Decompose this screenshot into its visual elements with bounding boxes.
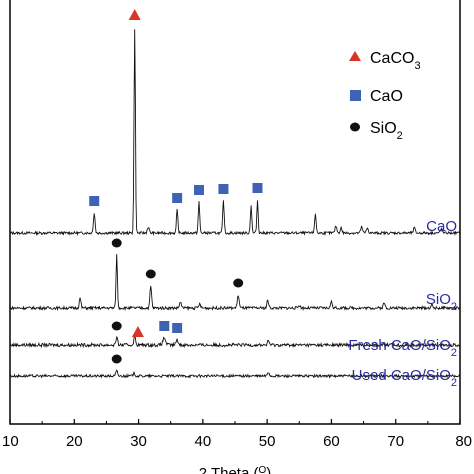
marker-1-2-circle-icon [233, 278, 244, 288]
legend: CaCO3 CaO SiO2 [349, 50, 421, 142]
series-label-3: Used CaO/SiO2 [352, 367, 457, 389]
legend-caco3-triangle-icon [349, 51, 361, 61]
marker-1-0-circle-icon [111, 238, 122, 248]
series-label-0: CaO [426, 218, 457, 235]
x-axis-label: 2 Theta (O) [199, 465, 272, 474]
marker-0-3-square-icon [194, 185, 204, 195]
marker-2-0-circle-icon [111, 321, 122, 331]
marker-0-2-square-icon [172, 193, 183, 203]
series-label-2: Fresh CaO/SiO2 [348, 337, 457, 359]
series-label-1: SiO2 [426, 291, 457, 313]
x-tick-label-1: 20 [66, 433, 83, 450]
x-tick-label-3: 40 [195, 433, 212, 450]
x-tick-label-0: 10 [2, 433, 19, 450]
x-tick-label-5: 60 [323, 433, 340, 450]
marker-1-1-circle-icon [145, 269, 156, 279]
series-line-3 [9, 369, 461, 379]
legend-cao-square-icon [350, 90, 361, 101]
marker-0-0-square-icon [89, 196, 100, 206]
marker-2-2-square-icon [159, 321, 170, 331]
marker-layer [89, 9, 263, 364]
marker-2-3-square-icon [172, 323, 183, 333]
x-tick-label-2: 30 [130, 433, 147, 450]
legend-label-caco3: CaCO3 [370, 50, 421, 72]
series-line-0 [9, 29, 461, 237]
marker-0-5-square-icon [252, 183, 263, 193]
marker-0-4-square-icon [218, 184, 229, 194]
legend-label-sio2: SiO2 [370, 120, 403, 142]
x-tick-label-6: 70 [387, 433, 404, 450]
marker-0-1-triangle-icon [128, 9, 141, 20]
series-line-1 [9, 254, 461, 312]
legend-label-cao: CaO [370, 88, 403, 105]
series-line-2 [9, 335, 461, 349]
x-axis: 10 20 30 40 50 60 70 80 2 Theta (O) [2, 419, 472, 474]
legend-sio2-circle-icon [350, 122, 360, 132]
marker-3-0-circle-icon [111, 354, 122, 364]
series-label-layer: CaO SiO2 Fresh CaO/SiO2 Used CaO/SiO2 [348, 218, 457, 389]
x-tick-label-4: 50 [259, 433, 276, 450]
x-tick-label-7: 80 [455, 433, 472, 450]
marker-2-1-triangle-icon [131, 325, 144, 337]
series-layer [9, 29, 461, 379]
